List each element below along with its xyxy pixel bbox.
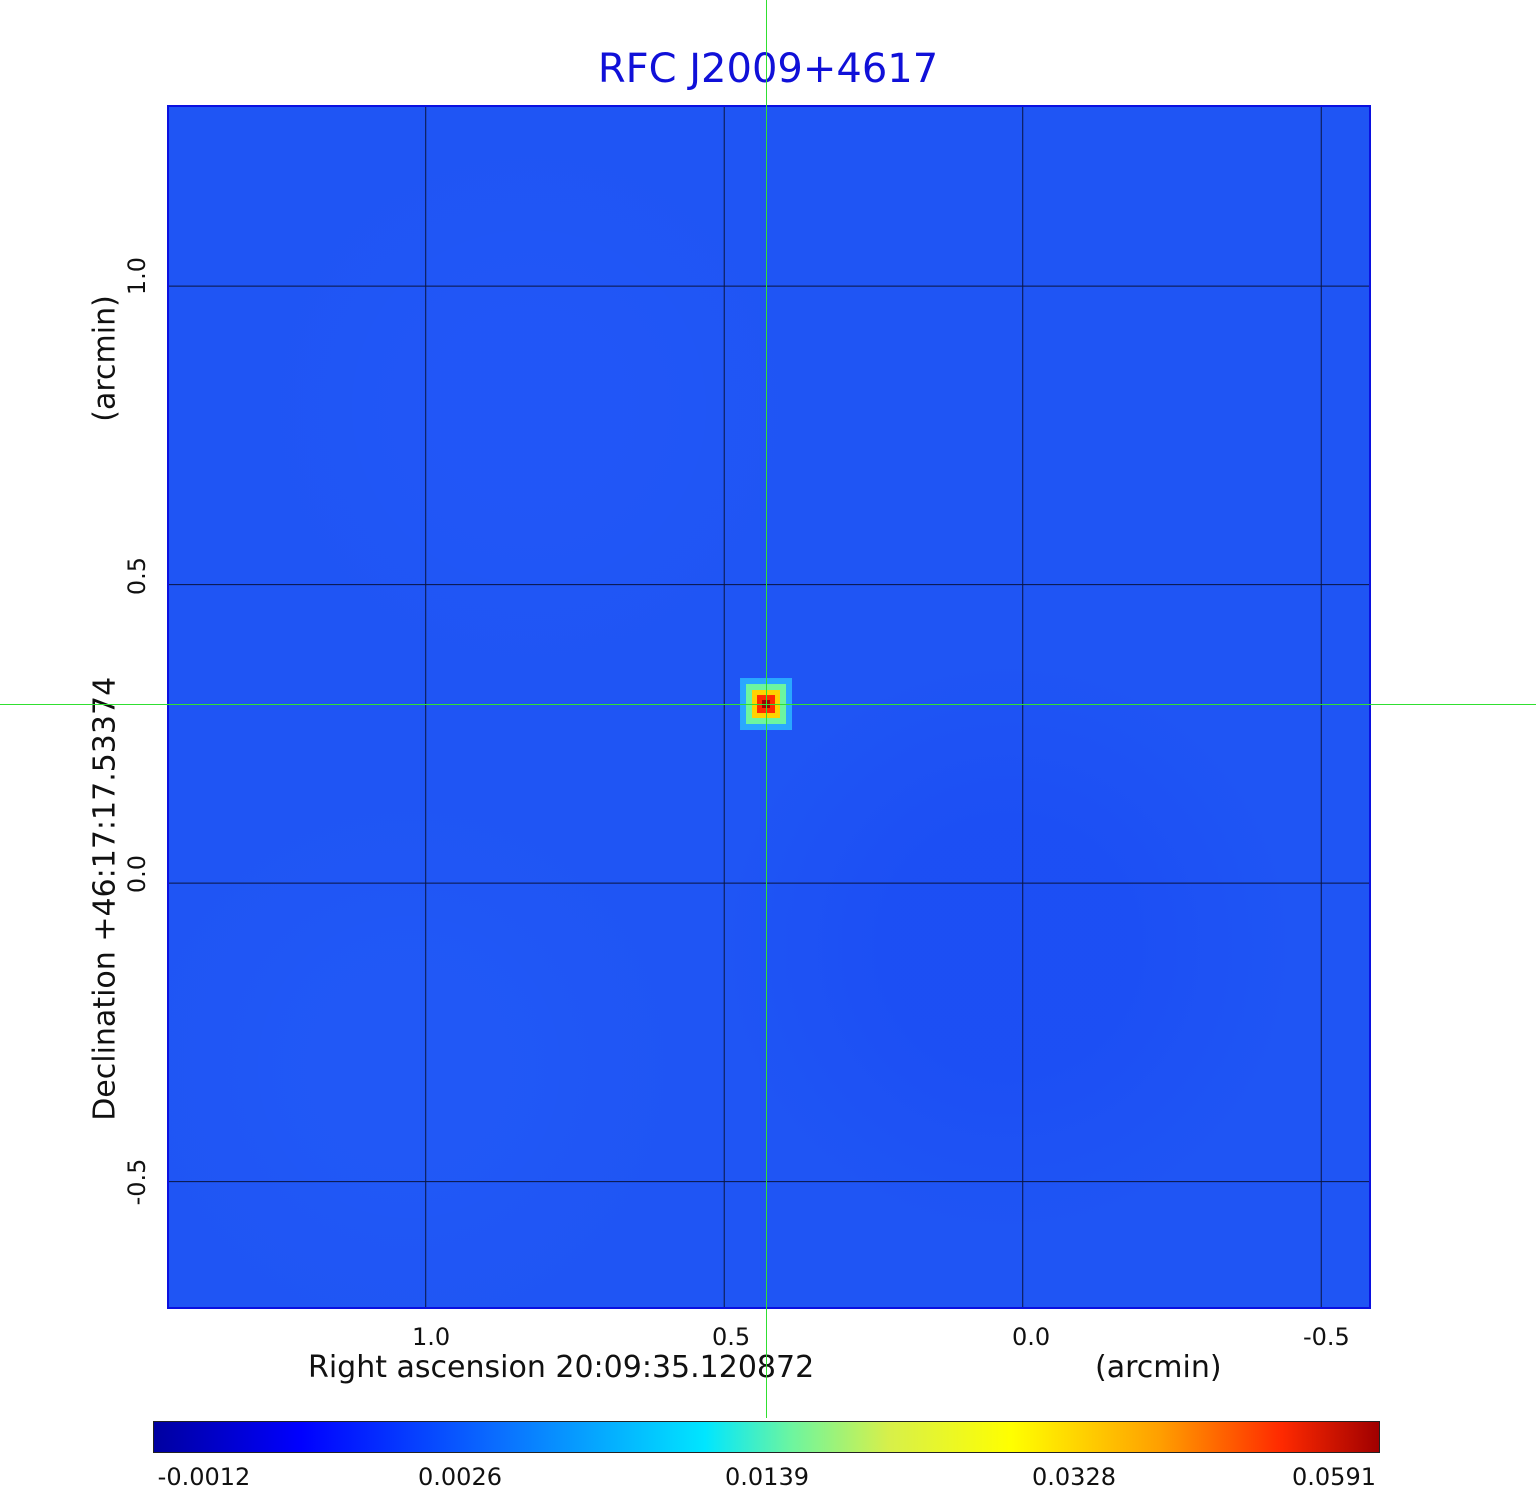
crosshair-horizontal (0, 704, 1536, 705)
x-axis-label: Right ascension 20:09:35.120872 (308, 1350, 815, 1385)
x-tick-label: 0.5 (712, 1323, 751, 1351)
colorbar-tick: 0.0139 (725, 1463, 809, 1491)
chart-title: RFC J2009+4617 (597, 46, 939, 92)
x-tick-label: 0.0 (1012, 1323, 1051, 1351)
y-tick-label: 0.5 (123, 556, 151, 596)
radio-image-map[interactable] (167, 105, 1371, 1309)
y-axis-unit: (arcmin) (87, 295, 123, 422)
colorbar-tick: 0.0026 (418, 1463, 502, 1491)
y-tick-label: 0.0 (123, 854, 151, 894)
map-canvas (169, 107, 1369, 1307)
colorbar-tick: -0.0012 (157, 1463, 251, 1491)
y-tick-label: 1.0 (123, 256, 151, 296)
crosshair-vertical (766, 0, 767, 1418)
y-axis-title: Declination +46:17:17.53374 (87, 676, 123, 1121)
x-tick-label: 1.0 (412, 1323, 451, 1351)
colorbar-tick: 0.0328 (1032, 1463, 1116, 1491)
y-axis-label: Declination +46:17:17.53374 (arcmin) (88, 295, 123, 1121)
y-tick-label: -0.5 (123, 1158, 151, 1206)
colorbar-tick: 0.0591 (1292, 1463, 1376, 1491)
x-tick-label: -0.5 (1303, 1323, 1350, 1351)
colorbar (153, 1421, 1380, 1453)
x-axis-unit: (arcmin) (1095, 1350, 1222, 1385)
